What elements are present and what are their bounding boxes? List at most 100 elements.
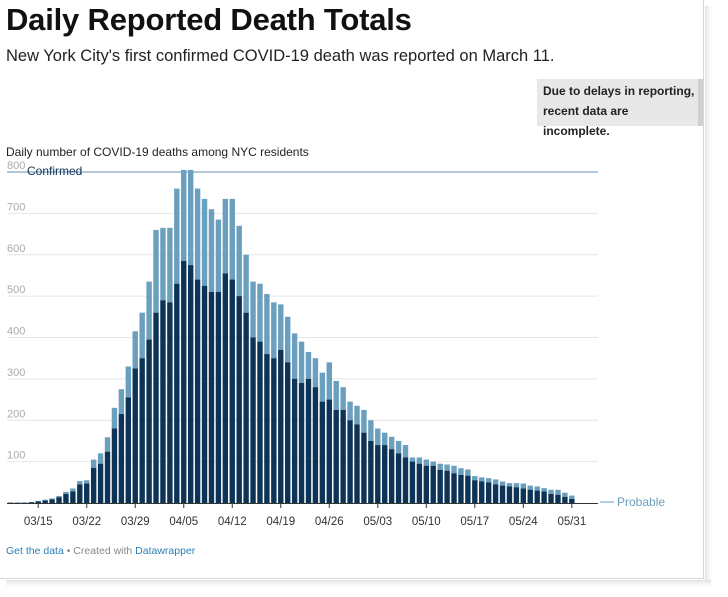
bar-confirmed [90, 467, 97, 503]
x-tick-label: 05/10 [412, 516, 441, 528]
confirmed-series-label: Confirmed [27, 164, 82, 178]
bar-probable [97, 453, 104, 464]
bar-probable [492, 479, 499, 485]
bar-probable [215, 219, 222, 292]
bar-confirmed [562, 496, 568, 503]
bar-confirmed [201, 285, 208, 503]
bar-probable [562, 492, 568, 497]
bar-probable [368, 420, 374, 441]
x-tick-label: 03/22 [72, 516, 101, 528]
bar-probable [291, 333, 298, 379]
y-tick-label: 800 [7, 160, 25, 172]
bar-probable [201, 198, 208, 286]
bar-probable [160, 227, 166, 301]
bar-probable [139, 312, 145, 359]
bar-confirmed [264, 354, 270, 503]
bar-confirmed [194, 279, 201, 503]
bar-probable [56, 495, 62, 498]
bar-probable [187, 169, 194, 266]
bar-probable [222, 198, 229, 274]
bar-confirmed [368, 440, 374, 503]
bar-confirmed [153, 312, 159, 503]
bar-probable [271, 302, 277, 359]
bar-confirmed [305, 378, 312, 503]
bar-confirmed [298, 383, 305, 503]
bar-confirmed [451, 473, 457, 503]
get-data-link[interactable]: Get the data [6, 545, 64, 557]
bar-probable [298, 341, 305, 384]
bar-probable [125, 366, 132, 398]
bar-probable [361, 409, 367, 433]
bar-confirmed [125, 397, 132, 503]
bar-probable [548, 489, 554, 494]
bar-confirmed [340, 409, 346, 503]
bar-confirmed [77, 484, 83, 503]
incomplete-data-note: Due to delays in reporting, recent data … [537, 79, 703, 138]
bar-probable [555, 489, 561, 495]
y-tick-label: 300 [7, 367, 25, 379]
bar-confirmed [409, 461, 416, 503]
bar-probable [354, 405, 360, 425]
bar-confirmed [430, 465, 436, 503]
bar-confirmed [84, 483, 90, 503]
bar-probable [430, 461, 436, 466]
note-line-1: Due to delays in reporting, [543, 84, 695, 98]
bar-probable [326, 362, 332, 400]
bar-probable [444, 464, 450, 471]
bar-probable [243, 254, 249, 313]
bar-confirmed [187, 265, 194, 503]
datawrapper-link[interactable]: Datawrapper [135, 545, 196, 557]
bar-confirmed [271, 358, 277, 503]
x-tick-label: 04/12 [218, 516, 247, 528]
axes: 03/15 03/22 03/29 04/05 04/12 04/19 04/26 05/03… [7, 503, 598, 528]
bar-confirmed [361, 432, 367, 503]
bar-confirmed [465, 475, 471, 503]
bar-probable [520, 483, 527, 489]
x-tick-label: 04/19 [266, 516, 295, 528]
y-tick-label: 500 [7, 284, 25, 296]
bar-probable [437, 463, 443, 470]
bar-confirmed [513, 487, 520, 503]
bar-confirmed [499, 485, 506, 503]
bar-confirmed [56, 497, 62, 503]
bar-probable [70, 488, 76, 492]
bar-confirmed [375, 445, 381, 503]
bar-probable [472, 476, 478, 481]
bar-confirmed [28, 502, 34, 503]
bar-probable [513, 483, 520, 488]
bar-confirmed [243, 312, 249, 503]
chart-title: Daily number of COVID-19 deaths among NY… [6, 145, 309, 159]
x-tick-label: 05/03 [363, 516, 392, 528]
bar-probable [229, 198, 235, 280]
bar-confirmed [236, 296, 242, 503]
bar-confirmed [63, 493, 69, 503]
bar-confirmed [472, 480, 478, 503]
bar-confirmed [49, 499, 55, 503]
bar-probable [388, 436, 395, 450]
bar-probable [527, 485, 533, 490]
bar-probable [90, 459, 97, 468]
bar-probable [146, 281, 152, 340]
bar-probable [194, 188, 201, 280]
gridlines: 100 200 300 400 500 600 700 800 [7, 160, 598, 463]
bar-confirmed [347, 420, 353, 503]
bar-probable [375, 428, 381, 446]
note-line-2: recent data are incomplete. [543, 104, 629, 138]
bar-probable [118, 389, 125, 415]
bar-confirmed [458, 474, 464, 503]
bar-confirmed [132, 368, 138, 503]
bar-confirmed [285, 362, 291, 503]
bar-confirmed [555, 494, 561, 503]
bar-confirmed [437, 469, 443, 503]
bar-confirmed [548, 493, 554, 503]
y-tick-label: 600 [7, 243, 25, 255]
bar-confirmed [35, 501, 41, 503]
bar-confirmed [520, 488, 527, 503]
bar-probable [347, 401, 353, 421]
bar-probable [416, 457, 423, 464]
y-tick-label: 200 [7, 408, 25, 420]
footer-separator: • Created with [63, 545, 136, 557]
bar-probable [132, 331, 138, 369]
bar-probable [174, 188, 180, 284]
